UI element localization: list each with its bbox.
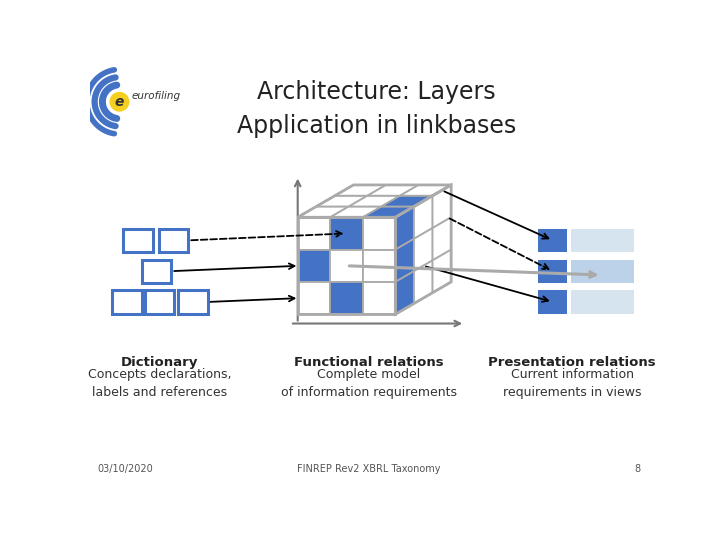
Bar	[538, 229, 567, 252]
Bar	[538, 291, 567, 314]
Polygon shape	[395, 271, 414, 314]
Polygon shape	[400, 185, 451, 195]
Text: Presentation relations: Presentation relations	[488, 356, 656, 369]
Bar	[330, 282, 363, 314]
Polygon shape	[349, 195, 400, 206]
Bar	[112, 291, 142, 314]
Bar	[123, 229, 153, 252]
Polygon shape	[414, 228, 433, 271]
Text: Current information
requirements in views: Current information requirements in view…	[503, 368, 642, 399]
Bar	[363, 217, 395, 249]
Text: FINREP Rev2 XBRL Taxonomy: FINREP Rev2 XBRL Taxonomy	[297, 464, 441, 475]
Polygon shape	[335, 185, 386, 195]
Bar	[363, 249, 395, 282]
Bar	[570, 260, 634, 283]
Text: Architecture: Layers
Application in linkbases: Architecture: Layers Application in link…	[237, 80, 516, 138]
Bar	[145, 291, 174, 314]
Bar	[179, 291, 208, 314]
Bar	[159, 229, 189, 252]
Polygon shape	[414, 260, 433, 303]
Polygon shape	[316, 195, 367, 206]
Bar	[363, 282, 395, 314]
Text: eurofiling: eurofiling	[132, 91, 181, 100]
Bar	[538, 260, 567, 283]
Text: Complete model
of information requirements: Complete model of information requiremen…	[281, 368, 457, 399]
Polygon shape	[433, 185, 451, 228]
Text: 8: 8	[634, 464, 640, 475]
Text: e: e	[114, 94, 124, 109]
Polygon shape	[363, 206, 414, 217]
Polygon shape	[367, 185, 418, 195]
Bar	[330, 249, 363, 282]
Text: 03/10/2020: 03/10/2020	[98, 464, 153, 475]
Circle shape	[110, 92, 129, 111]
Bar	[330, 217, 363, 249]
Text: Concepts declarations,
labels and references: Concepts declarations, labels and refere…	[88, 368, 232, 399]
Text: Dictionary: Dictionary	[121, 356, 199, 369]
Bar	[297, 217, 330, 249]
Polygon shape	[433, 217, 451, 260]
Bar	[297, 249, 330, 282]
Polygon shape	[433, 249, 451, 293]
Text: Functional relations: Functional relations	[294, 356, 444, 369]
Bar	[142, 260, 171, 283]
Bar	[570, 291, 634, 314]
Polygon shape	[382, 195, 433, 206]
Bar	[297, 282, 330, 314]
Polygon shape	[414, 195, 433, 239]
Polygon shape	[297, 206, 349, 217]
Bar	[570, 229, 634, 252]
Bar	[297, 217, 395, 314]
Polygon shape	[330, 206, 382, 217]
Polygon shape	[395, 239, 414, 282]
Polygon shape	[395, 206, 414, 249]
